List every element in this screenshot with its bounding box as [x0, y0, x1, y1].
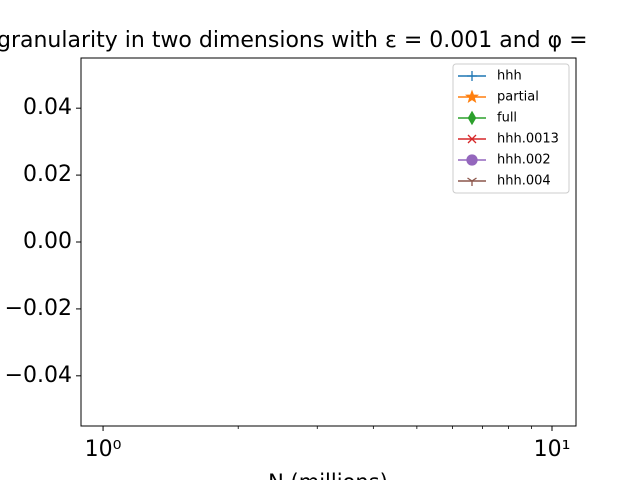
legend-label: partial: [497, 90, 539, 105]
legend-label: hhh.004: [497, 174, 551, 189]
legend-label: full: [497, 111, 517, 126]
y-tick-label: −0.02: [5, 296, 72, 321]
legend-label: hhh.002: [497, 153, 551, 168]
x-tick-label: 10⁰: [85, 437, 122, 462]
legend-marker: [467, 71, 477, 81]
legend: hhh partial full hhh.0013 hhh.002 hhh.004: [452, 63, 570, 194]
y-tick-label: 0.04: [23, 95, 72, 120]
x-tick-label: 10¹: [534, 437, 571, 462]
chart-title: granularity in two dimensions with ε = 0…: [0, 28, 588, 53]
legend-marker: [464, 89, 480, 103]
y-tick-label: −0.04: [5, 363, 72, 388]
legend-label: hhh: [497, 69, 522, 84]
y-tick-label: 0.00: [23, 229, 72, 254]
x-axis-label: N (millions): [268, 470, 388, 480]
legend-marker: [467, 134, 477, 144]
legend-marker: [467, 177, 477, 186]
plot-frame: [80, 57, 577, 427]
legend-label: hhh.0013: [497, 132, 559, 147]
y-tick-label: 0.02: [23, 162, 72, 187]
legend-marker: [466, 154, 478, 166]
legend-marker: [467, 110, 477, 126]
